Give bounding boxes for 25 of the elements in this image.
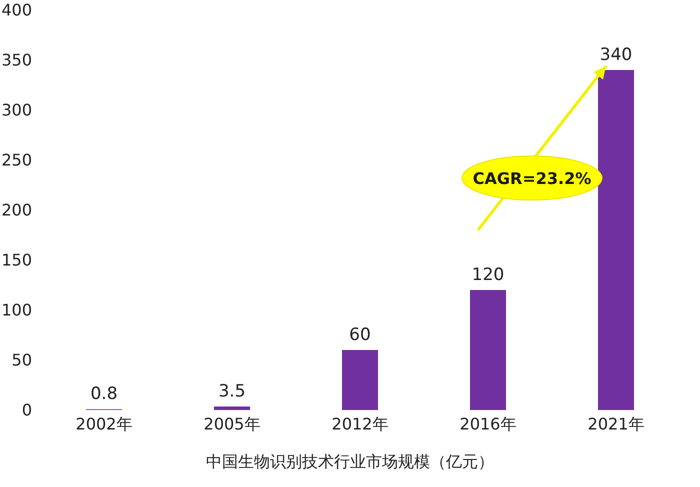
y-tick-label: 400 (1, 0, 32, 20)
y-tick-label: 350 (1, 50, 32, 70)
bar (214, 406, 250, 410)
x-tick-label: 2005年 (204, 414, 260, 434)
x-axis-title: 中国生物识别技术行业市场规模（亿元） (205, 452, 495, 473)
bar (598, 70, 634, 410)
y-tick-label: 200 (1, 200, 32, 220)
y-tick-label: 0 (22, 400, 32, 420)
y-tick-label: 150 (1, 250, 32, 270)
x-tick-label: 2012年 (332, 414, 388, 434)
bar (342, 350, 378, 410)
x-tick-label: 2016年 (460, 414, 516, 434)
data-label: 60 (349, 325, 371, 345)
y-tick-label: 250 (1, 150, 32, 170)
y-tick-label: 50 (12, 350, 32, 370)
annotation: CAGR=23.2% (472, 169, 592, 188)
y-tick-label: 300 (1, 100, 32, 120)
x-tick-label: 2021年 (588, 414, 644, 434)
data-label: 3.5 (218, 382, 246, 402)
y-tick-label: 100 (1, 300, 32, 320)
data-label: 340 (600, 45, 632, 65)
bar (470, 290, 506, 410)
data-label: 0.8 (90, 384, 118, 404)
data-label: 120 (472, 265, 504, 285)
x-tick-label: 2002年 (76, 414, 132, 434)
